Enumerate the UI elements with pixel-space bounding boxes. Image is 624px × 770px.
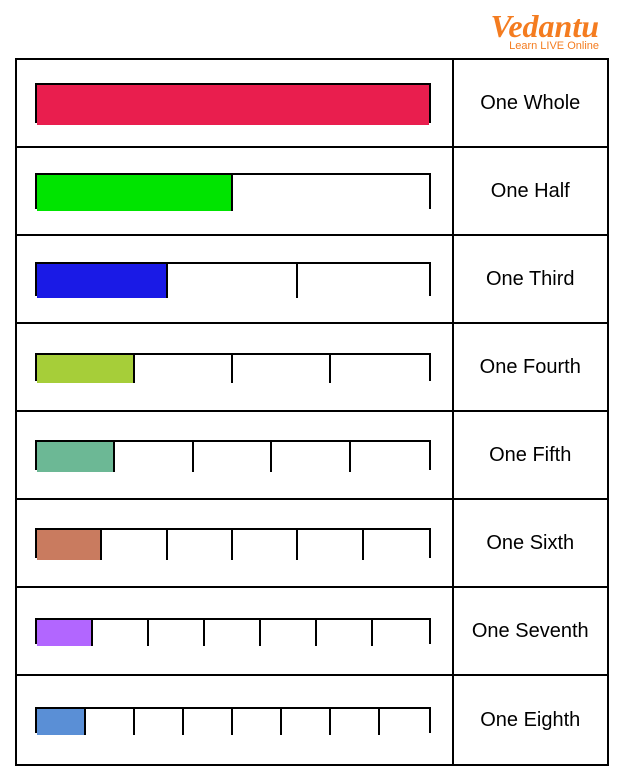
fraction-label: One Fourth <box>454 324 608 410</box>
bar-segment <box>37 620 93 646</box>
fraction-bar <box>35 618 431 644</box>
bar-segment <box>373 620 429 646</box>
bar-segment <box>282 709 331 735</box>
fraction-label: One Half <box>454 148 608 234</box>
bar-segment <box>93 620 149 646</box>
table-row: One Whole <box>17 60 607 148</box>
bar-segment <box>194 442 272 472</box>
bar-segment <box>261 620 317 646</box>
table-row: One Half <box>17 148 607 236</box>
bar-cell <box>17 148 454 234</box>
bar-cell <box>17 236 454 322</box>
bar-segment <box>298 530 363 560</box>
bar-segment <box>135 709 184 735</box>
bar-cell <box>17 500 454 586</box>
bar-cell <box>17 324 454 410</box>
bar-segment <box>37 530 102 560</box>
fraction-bar <box>35 707 431 733</box>
bar-segment <box>149 620 205 646</box>
fraction-label: One Sixth <box>454 500 608 586</box>
bar-segment <box>37 442 115 472</box>
bar-segment <box>233 175 429 211</box>
bar-segment <box>233 355 331 383</box>
bar-segment <box>168 530 233 560</box>
bar-segment <box>37 709 86 735</box>
bar-segment <box>351 442 429 472</box>
fraction-table: One WholeOne HalfOne ThirdOne FourthOne … <box>15 58 609 766</box>
bar-cell <box>17 60 454 146</box>
logo-text: Vedantu <box>491 10 599 42</box>
bar-segment <box>298 264 429 298</box>
fraction-label: One Third <box>454 236 608 322</box>
bar-segment <box>168 264 299 298</box>
bar-cell <box>17 588 454 674</box>
table-row: One Fifth <box>17 412 607 500</box>
bar-segment <box>37 264 168 298</box>
fraction-label: One Fifth <box>454 412 608 498</box>
bar-segment <box>331 709 380 735</box>
table-row: One Third <box>17 236 607 324</box>
fraction-bar <box>35 262 431 296</box>
bar-segment <box>37 85 429 125</box>
bar-segment <box>86 709 135 735</box>
bar-cell <box>17 676 454 764</box>
table-row: One Seventh <box>17 588 607 676</box>
fraction-label: One Whole <box>454 60 608 146</box>
fraction-bar <box>35 440 431 470</box>
bar-segment <box>115 442 193 472</box>
bar-segment <box>102 530 167 560</box>
bar-segment <box>37 175 233 211</box>
bar-segment <box>205 620 261 646</box>
bar-segment <box>380 709 429 735</box>
fraction-label: One Seventh <box>454 588 608 674</box>
bar-segment <box>233 709 282 735</box>
fraction-bar <box>35 173 431 209</box>
brand-logo: Vedantu Learn LIVE Online <box>491 10 599 52</box>
bar-segment <box>37 355 135 383</box>
table-row: One Fourth <box>17 324 607 412</box>
fraction-bar <box>35 528 431 558</box>
table-row: One Eighth <box>17 676 607 764</box>
fraction-bar <box>35 83 431 123</box>
bar-segment <box>364 530 429 560</box>
bar-segment <box>317 620 373 646</box>
bar-segment <box>331 355 429 383</box>
table-row: One Sixth <box>17 500 607 588</box>
fraction-bar <box>35 353 431 381</box>
fraction-label: One Eighth <box>454 676 608 764</box>
bar-segment <box>233 530 298 560</box>
bar-segment <box>184 709 233 735</box>
bar-segment <box>272 442 350 472</box>
bar-segment <box>135 355 233 383</box>
bar-cell <box>17 412 454 498</box>
